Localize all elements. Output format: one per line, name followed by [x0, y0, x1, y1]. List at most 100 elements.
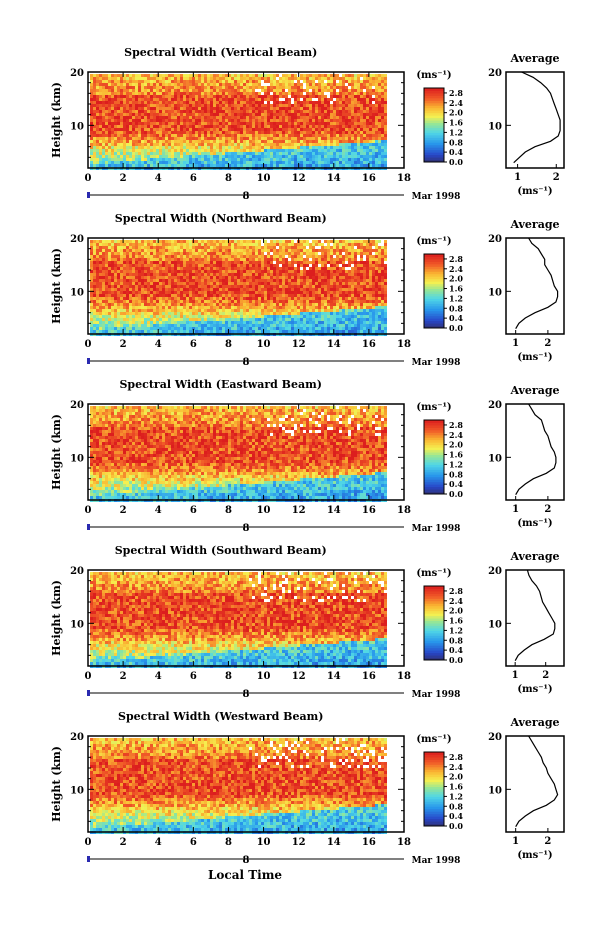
- heatmap-cell: [192, 116, 195, 119]
- heatmap-cell: [282, 258, 285, 261]
- heatmap-cell: [117, 116, 120, 119]
- heatmap-cell: [309, 137, 312, 140]
- heatmap-cell: [186, 131, 189, 134]
- heatmap-cell: [342, 155, 345, 158]
- heatmap-cell: [312, 95, 315, 98]
- heatmap-cell: [120, 128, 123, 131]
- heatmap-cell: [174, 267, 177, 270]
- heatmap-cell: [231, 282, 234, 285]
- heatmap-cell: [96, 249, 99, 252]
- heatmap-cell: [357, 143, 360, 146]
- heatmap-cell: [384, 282, 387, 285]
- heatmap-cell: [309, 110, 312, 113]
- heatmap-cell: [306, 288, 309, 291]
- heatmap-cell: [171, 137, 174, 140]
- heatmap-cell: [114, 164, 117, 167]
- heatmap-cell: [213, 249, 216, 252]
- heatmap-cell: [315, 285, 318, 288]
- heatmap-cell: [159, 255, 162, 258]
- heatmap-cell: [309, 134, 312, 137]
- heatmap-cell: [234, 101, 237, 104]
- heatmap-cell: [306, 92, 309, 95]
- heatmap-cell: [273, 155, 276, 158]
- heatmap-cell: [375, 149, 378, 152]
- heatmap-cell: [216, 137, 219, 140]
- heatmap-cell: [378, 137, 381, 140]
- heatmap-cell: [138, 288, 141, 291]
- heatmap-cell: [183, 74, 186, 77]
- heatmap-cell: [90, 252, 93, 255]
- heatmap-cell: [342, 83, 345, 86]
- heatmap-cell: [132, 89, 135, 92]
- heatmap-cell: [219, 131, 222, 134]
- heatmap-cell: [177, 249, 180, 252]
- heatmap-cell: [228, 140, 231, 143]
- heatmap-cell: [354, 264, 357, 267]
- heatmap-cell: [288, 95, 291, 98]
- heatmap-cell: [126, 261, 129, 264]
- heatmap-cell: [366, 243, 369, 246]
- heatmap-cell: [366, 273, 369, 276]
- heatmap-cell: [171, 273, 174, 276]
- heatmap-cell: [210, 74, 213, 77]
- heatmap-cell: [192, 152, 195, 155]
- heatmap-cell: [105, 146, 108, 149]
- heatmap-cell: [336, 98, 339, 101]
- heatmap-cell: [168, 264, 171, 267]
- heatmap-cell: [243, 279, 246, 282]
- heatmap-cell: [150, 137, 153, 140]
- heatmap-cell: [147, 86, 150, 89]
- heatmap-cell: [372, 249, 375, 252]
- heatmap-cell: [171, 149, 174, 152]
- heatmap-cell: [216, 152, 219, 155]
- heatmap-cell: [156, 122, 159, 125]
- heatmap-cell: [210, 101, 213, 104]
- heatmap-cell: [288, 255, 291, 258]
- heatmap-cell: [234, 92, 237, 95]
- heatmap-cell: [279, 255, 282, 258]
- heatmap-cell: [291, 240, 294, 243]
- heatmap-cell: [366, 116, 369, 119]
- heatmap-cell: [360, 149, 363, 152]
- heatmap-cell: [366, 158, 369, 161]
- heatmap-cell: [330, 258, 333, 261]
- heatmap-cell: [180, 152, 183, 155]
- heatmap-cell: [249, 258, 252, 261]
- heatmap-cell: [276, 104, 279, 107]
- heatmap-cell: [138, 89, 141, 92]
- heatmap-cell: [195, 122, 198, 125]
- heatmap-cell: [93, 80, 96, 83]
- heatmap-cell: [270, 240, 273, 243]
- heatmap-cell: [267, 92, 270, 95]
- heatmap-cell: [111, 131, 114, 134]
- heatmap-cell: [111, 113, 114, 116]
- heatmap-cell: [111, 270, 114, 273]
- colorbar-segment: [424, 105, 444, 109]
- heatmap-cell: [123, 77, 126, 80]
- heatmap-cell: [348, 143, 351, 146]
- heatmap-cell: [207, 140, 210, 143]
- date-label: Mar 1998: [412, 192, 461, 202]
- heatmap-cell: [153, 128, 156, 131]
- heatmap-cell: [216, 285, 219, 288]
- heatmap-cell: [153, 270, 156, 273]
- heatmap-cell: [303, 77, 306, 80]
- heatmap-cell: [267, 258, 270, 261]
- heatmap-cell: [297, 89, 300, 92]
- heatmap-cell: [279, 279, 282, 282]
- heatmap-cell: [216, 86, 219, 89]
- heatmap-cell: [204, 104, 207, 107]
- heatmap-cell: [105, 140, 108, 143]
- heatmap-cell: [234, 264, 237, 267]
- heatmap-cell: [345, 273, 348, 276]
- heatmap-cell: [276, 92, 279, 95]
- heatmap-cell: [258, 86, 261, 89]
- heatmap-cell: [261, 122, 264, 125]
- heatmap-cell: [378, 252, 381, 255]
- heatmap-cell: [201, 279, 204, 282]
- heatmap-cell: [312, 285, 315, 288]
- heatmap-cell: [381, 86, 384, 89]
- heatmap-cell: [201, 249, 204, 252]
- heatmap-cell: [189, 288, 192, 291]
- heatmap-cell: [249, 110, 252, 113]
